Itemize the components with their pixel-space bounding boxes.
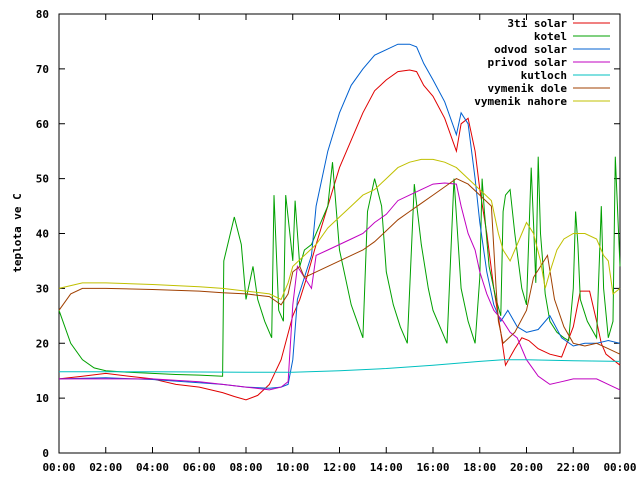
y-tick-label: 30 <box>36 282 49 295</box>
series-line-5 <box>58 178 621 355</box>
axis-ticks: 0 10 20 30 40 50 60 70 80 00:00 02:00 04:00 06:00 08:… <box>36 8 637 474</box>
legend-label: privod solar <box>488 56 568 69</box>
y-tick-label: 60 <box>36 118 49 131</box>
legend-label: kutloch <box>521 69 567 82</box>
y-tick-label: 80 <box>36 8 49 21</box>
legend-label: odvod solar <box>494 43 567 56</box>
y-tick-label: 70 <box>36 63 49 76</box>
legend-label: vymenik nahore <box>474 95 567 108</box>
legend-label: kotel <box>534 30 567 43</box>
x-tick-label: 08:00 <box>229 461 262 474</box>
x-tick-label: 02:00 <box>89 461 122 474</box>
x-tick-label: 18:00 <box>463 461 496 474</box>
x-tick-label: 20:00 <box>510 461 543 474</box>
legend-label: 3ti solar <box>507 17 567 30</box>
series-line-6 <box>58 158 621 301</box>
legend-label: vymenik dole <box>488 82 568 95</box>
y-tick-label: 20 <box>36 337 49 350</box>
x-tick-label: 00:00 <box>42 461 75 474</box>
y-tick-label: 50 <box>36 173 49 186</box>
series-line-1 <box>58 156 621 377</box>
x-tick-label: 04:00 <box>136 461 169 474</box>
y-axis-title: teplota ve C <box>11 193 24 272</box>
x-tick-label: 06:00 <box>183 461 216 474</box>
x-tick-label: 22:00 <box>557 461 590 474</box>
y-tick-label: 40 <box>36 228 49 241</box>
series-line-4 <box>59 359 621 373</box>
series-line-0 <box>58 69 621 401</box>
x-tick-label: 10:00 <box>276 461 309 474</box>
series-line-3 <box>59 182 621 391</box>
x-tick-label: 12:00 <box>323 461 356 474</box>
x-tick-label: 14:00 <box>370 461 403 474</box>
y-tick-label: 10 <box>36 392 49 405</box>
y-tick-label: 0 <box>42 447 49 460</box>
x-tick-label: 00:00 <box>603 461 636 474</box>
x-tick-label: 16:00 <box>416 461 449 474</box>
series-lines <box>58 43 621 401</box>
series-line-2 <box>58 43 621 389</box>
